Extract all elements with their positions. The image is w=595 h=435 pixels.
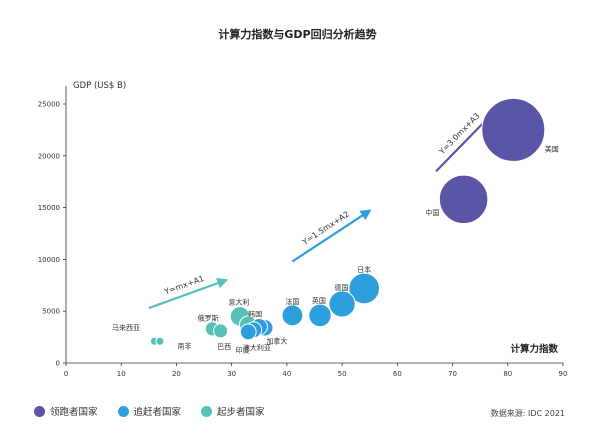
y-tick-label: 5000: [42, 308, 60, 316]
data-point: [308, 303, 332, 328]
data-point: [281, 304, 304, 327]
x-tick-label: 40: [282, 370, 291, 378]
point-label: 意大利: [228, 297, 249, 306]
point-label: 中国: [425, 208, 439, 217]
legend-swatch-leader: [34, 405, 45, 417]
x-tick-label: 90: [559, 370, 568, 378]
legend-item-follower: 追赶者国家: [117, 404, 182, 418]
point-label: 澳大利亚: [243, 343, 271, 352]
point-label: 英国: [312, 296, 326, 305]
x-tick-label: 10: [117, 370, 126, 378]
x-tick-label: 20: [172, 370, 181, 378]
y-tick-label: 25000: [38, 101, 60, 109]
data-point: [348, 272, 381, 305]
trend-line: [148, 277, 229, 310]
point-label: 印度: [236, 346, 250, 355]
trend-line-label: Y=mx+A1: [162, 274, 205, 297]
x-tick-label: 0: [64, 370, 68, 378]
x-tick-label: 70: [448, 370, 457, 378]
point-label: 南非: [177, 342, 191, 351]
point-label: 德国: [334, 283, 348, 292]
data-point: [213, 323, 229, 339]
point-label: 加拿大: [266, 336, 287, 345]
x-axis-label: 计算力指数: [510, 343, 558, 355]
point-label: 韩国: [248, 309, 262, 318]
axes: 0 10 20 30 40 50 60 70 80 90 0 5000 10000 15000 20000 2…: [38, 81, 568, 378]
data-point: [155, 336, 165, 346]
chart-title: 计算力指数与GDP回归分析趋势: [218, 28, 377, 41]
data-source: 数据来源: IDC 2021: [490, 409, 565, 418]
legend-swatch-follower: [117, 405, 129, 417]
x-tick-label: 30: [227, 370, 236, 378]
y-tick-label: 20000: [38, 152, 60, 160]
y-tick-label: 0: [56, 360, 60, 368]
legend-item-leader: 领跑者国家: [34, 404, 98, 418]
legend-label-leader: 领跑者国家: [50, 407, 98, 418]
data-point: [438, 174, 489, 225]
data-point: [239, 323, 257, 341]
data-point: [328, 290, 356, 318]
legend-item-starter: 起步者国家: [201, 404, 265, 418]
y-axis-label: GDP (US$ B): [73, 81, 126, 91]
x-tick-label: 80: [503, 370, 512, 378]
x-tick-label: 50: [338, 370, 347, 378]
y-tick-label: 10000: [38, 256, 60, 264]
point-label: 俄罗斯: [198, 313, 219, 322]
trend-line: [291, 209, 372, 263]
legend-swatch-starter: [201, 405, 213, 417]
data-point: [481, 97, 546, 162]
x-tick-label: 60: [393, 370, 402, 378]
point-label: 法国: [285, 297, 299, 306]
data-points: [149, 97, 546, 346]
trend-line-label: Y=3.0mx+A3: [437, 111, 482, 157]
y-tick-label: 15000: [38, 204, 60, 212]
point-label: 日本: [357, 265, 371, 274]
point-label: 巴西: [217, 343, 231, 351]
legend-label-follower: 追赶者国家: [133, 407, 182, 418]
legend-label-starter: 起步者国家: [217, 407, 265, 418]
point-label: 马来西亚: [112, 324, 140, 332]
point-label: 美国: [545, 144, 559, 153]
legend: 领跑者国家 追赶者国家 起步者国家: [34, 404, 265, 418]
